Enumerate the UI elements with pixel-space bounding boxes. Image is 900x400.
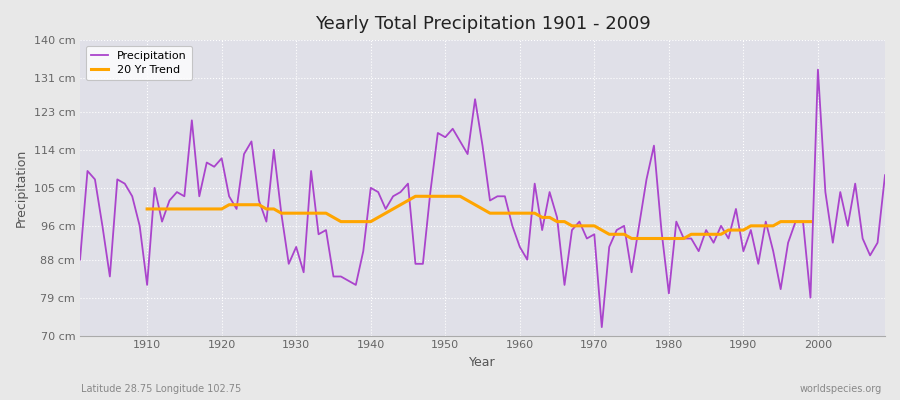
Precipitation xyxy=(879,173,890,178)
Precipitation xyxy=(343,278,354,283)
Line: Precipitation: Precipitation xyxy=(80,70,885,327)
Precipitation xyxy=(298,270,309,275)
20 Yr Trend xyxy=(626,236,637,241)
20 Yr Trend xyxy=(723,228,734,232)
20 Yr Trend xyxy=(611,232,622,237)
20 Yr Trend xyxy=(410,194,421,199)
Precipitation xyxy=(597,325,608,330)
Y-axis label: Precipitation: Precipitation xyxy=(15,149,28,227)
20 Yr Trend xyxy=(231,202,242,207)
Precipitation xyxy=(507,224,517,228)
Text: Latitude 28.75 Longitude 102.75: Latitude 28.75 Longitude 102.75 xyxy=(81,384,241,394)
20 Yr Trend xyxy=(708,232,719,237)
Title: Yearly Total Precipitation 1901 - 2009: Yearly Total Precipitation 1901 - 2009 xyxy=(315,15,651,33)
Precipitation xyxy=(813,67,824,72)
Text: worldspecies.org: worldspecies.org xyxy=(800,384,882,394)
20 Yr Trend xyxy=(806,219,816,224)
Precipitation xyxy=(611,228,622,232)
Precipitation xyxy=(75,257,86,262)
Legend: Precipitation, 20 Yr Trend: Precipitation, 20 Yr Trend xyxy=(86,46,192,80)
20 Yr Trend xyxy=(141,206,152,211)
Line: 20 Yr Trend: 20 Yr Trend xyxy=(147,196,811,238)
20 Yr Trend xyxy=(343,219,354,224)
X-axis label: Year: Year xyxy=(469,356,496,369)
20 Yr Trend xyxy=(790,219,801,224)
Precipitation xyxy=(515,244,526,249)
Precipitation xyxy=(134,224,145,228)
